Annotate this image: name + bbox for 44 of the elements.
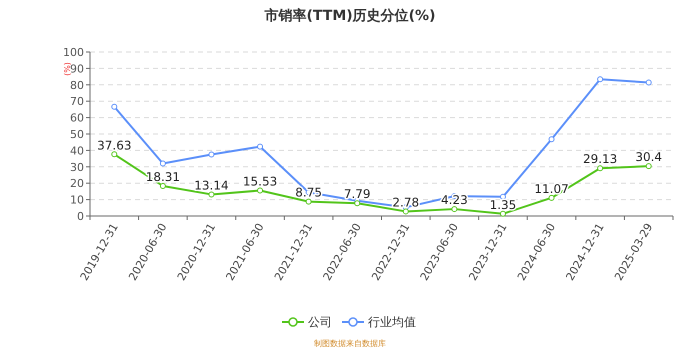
- y-tick-label: 100: [63, 46, 84, 59]
- data-label: 15.53: [242, 174, 278, 189]
- data-label: 7.79: [344, 187, 371, 202]
- point: [160, 182, 166, 189]
- point: [111, 104, 118, 110]
- y-tick-label: 70: [70, 95, 84, 108]
- point: [597, 76, 604, 82]
- point: [646, 163, 652, 170]
- y-tick-label: 60: [70, 112, 84, 125]
- y-tick-label: 80: [70, 78, 84, 92]
- point: [257, 144, 264, 150]
- data-label: 4.23: [441, 193, 468, 208]
- y-tick-label: 30: [70, 160, 84, 174]
- point: [500, 210, 506, 217]
- y-tick-label: 10: [70, 194, 84, 207]
- point: [208, 191, 214, 198]
- data-label: 37.63: [97, 138, 132, 152]
- y-tick-label: 0: [77, 210, 84, 223]
- data-label: 1.35: [490, 198, 516, 212]
- y-tick-label: 90: [70, 62, 84, 76]
- legend-label: 行业均值: [368, 315, 416, 329]
- point: [597, 165, 604, 172]
- chart-title: 市销率(TTM)历史分位(%): [264, 7, 436, 24]
- data-label: 30.4: [635, 150, 662, 164]
- data-label: 11.07: [534, 182, 569, 196]
- text: 制图数据来自数据库: [314, 339, 386, 348]
- y-tick-label: 20: [70, 177, 84, 190]
- y-tick-label: 40: [70, 144, 84, 158]
- point: [354, 200, 360, 206]
- y-tick-label: 50: [70, 128, 84, 141]
- point: [548, 136, 555, 142]
- point: [548, 194, 555, 201]
- point: [646, 80, 652, 86]
- data-label: 13.14: [194, 178, 229, 192]
- y-axis-title: (%): [63, 62, 72, 76]
- point: [257, 188, 264, 194]
- legend-label: 公司: [308, 315, 332, 329]
- point: [451, 206, 458, 212]
- point: [160, 160, 166, 167]
- point: [208, 152, 214, 158]
- point: [306, 198, 312, 205]
- point: [402, 208, 409, 214]
- data-label: 29.13: [582, 152, 618, 166]
- point: [111, 151, 118, 158]
